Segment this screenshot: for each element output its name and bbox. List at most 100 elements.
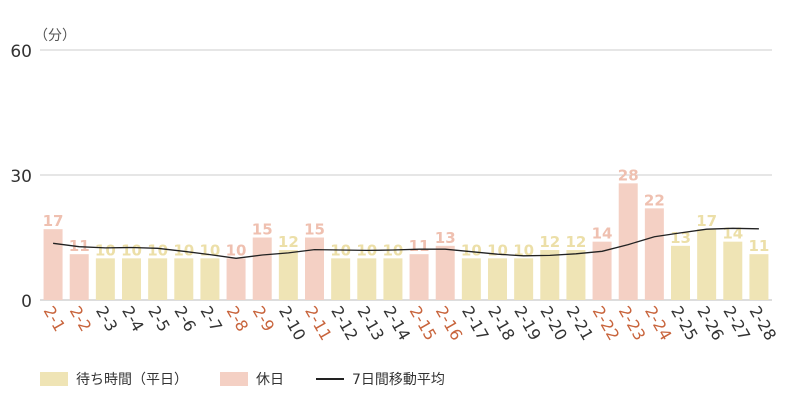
legend-swatch-moving-average bbox=[316, 378, 344, 380]
x-tick-2-10: 2-10 bbox=[275, 303, 310, 344]
bar-2-5 bbox=[148, 258, 168, 300]
y-tick-label-60: 60 bbox=[10, 42, 32, 62]
x-tick-2-16: 2-16 bbox=[432, 303, 467, 344]
value-label-2-5: 10 bbox=[147, 241, 168, 259]
value-label-2-7: 10 bbox=[199, 241, 220, 259]
x-tick-2-28: 2-28 bbox=[746, 303, 781, 344]
bar-2-26 bbox=[697, 229, 717, 300]
x-tick-2-17: 2-17 bbox=[458, 303, 493, 344]
bar-2-16 bbox=[435, 245, 455, 300]
bar-2-9 bbox=[252, 237, 272, 300]
value-label-2-24: 22 bbox=[644, 191, 665, 209]
x-tick-2-24: 2-24 bbox=[641, 303, 676, 344]
x-tick-2-22: 2-22 bbox=[589, 303, 624, 344]
value-label-2-18: 10 bbox=[487, 241, 508, 259]
y-axis: （分） 60 30 0 bbox=[10, 28, 76, 312]
bar-2-20 bbox=[540, 250, 560, 300]
moving-average-line bbox=[53, 227, 759, 259]
bar-2-15 bbox=[409, 254, 429, 300]
bar-2-13 bbox=[357, 258, 377, 300]
bar-2-19 bbox=[514, 258, 534, 300]
x-tick-2-2: 2-2 bbox=[66, 303, 96, 335]
x-tick-2-12: 2-12 bbox=[327, 303, 362, 344]
value-label-2-28: 11 bbox=[748, 237, 769, 255]
bar-2-14 bbox=[383, 258, 403, 300]
value-label-2-27: 14 bbox=[722, 225, 743, 243]
bar-2-22 bbox=[592, 241, 612, 300]
bar-2-3 bbox=[95, 258, 115, 300]
x-tick-2-23: 2-23 bbox=[615, 303, 650, 344]
value-label-2-26: 17 bbox=[696, 212, 717, 230]
bar-2-8 bbox=[226, 258, 246, 300]
value-label-2-17: 10 bbox=[461, 241, 482, 259]
value-label-2-11: 15 bbox=[304, 221, 325, 239]
moving-average-line-group bbox=[53, 227, 759, 259]
x-tick-2-4: 2-4 bbox=[118, 303, 148, 335]
x-tick-2-14: 2-14 bbox=[380, 303, 415, 344]
y-tick-label-30: 30 bbox=[10, 167, 32, 187]
value-label-2-22: 14 bbox=[592, 225, 613, 243]
bar-2-12 bbox=[331, 258, 351, 300]
bar-2-25 bbox=[671, 245, 690, 300]
bar-2-28 bbox=[749, 254, 769, 300]
legend-item-holiday: 休日 bbox=[220, 369, 284, 389]
x-tick-2-26: 2-26 bbox=[693, 303, 728, 344]
y-unit-label: （分） bbox=[34, 28, 76, 44]
legend: 待ち時間（平日） 休日 7日間移動平均 bbox=[40, 368, 477, 390]
bar-2-10 bbox=[278, 250, 298, 300]
x-tick-2-19: 2-19 bbox=[510, 303, 545, 344]
bar-2-4 bbox=[122, 258, 141, 300]
legend-swatch-holiday bbox=[220, 372, 248, 386]
x-tick-2-18: 2-18 bbox=[484, 303, 519, 344]
x-tick-2-20: 2-20 bbox=[536, 303, 571, 344]
value-label-2-6: 10 bbox=[173, 241, 194, 259]
x-tick-2-6: 2-6 bbox=[170, 303, 200, 335]
x-tick-2-7: 2-7 bbox=[197, 303, 227, 335]
x-tick-2-25: 2-25 bbox=[667, 303, 702, 344]
bars bbox=[43, 183, 769, 300]
bar-2-1 bbox=[43, 229, 63, 300]
value-label-2-20: 12 bbox=[539, 233, 560, 251]
x-tick-labels: 2-12-22-32-42-52-62-72-82-92-102-112-122… bbox=[40, 303, 780, 344]
value-label-2-23: 28 bbox=[618, 166, 639, 184]
value-label-2-16: 13 bbox=[435, 229, 456, 247]
y-tick-label-0: 0 bbox=[21, 292, 32, 312]
value-label-2-3: 10 bbox=[95, 241, 116, 259]
legend-item-moving-average: 7日間移動平均 bbox=[316, 369, 445, 389]
legend-swatch-weekday bbox=[40, 372, 68, 386]
value-label-2-4: 10 bbox=[121, 241, 142, 259]
x-tick-2-1: 2-1 bbox=[40, 303, 70, 335]
legend-item-weekday: 待ち時間（平日） bbox=[40, 369, 188, 389]
value-label-2-10: 12 bbox=[278, 233, 299, 251]
x-tick-2-9: 2-9 bbox=[249, 303, 279, 335]
bar-2-2 bbox=[69, 254, 89, 300]
x-tick-2-8: 2-8 bbox=[223, 303, 253, 335]
bar-2-6 bbox=[174, 258, 194, 300]
x-tick-2-11: 2-11 bbox=[301, 303, 336, 344]
x-tick-2-27: 2-27 bbox=[719, 303, 754, 344]
value-label-2-8: 10 bbox=[226, 241, 247, 259]
legend-label-weekday: 待ち時間（平日） bbox=[76, 372, 188, 388]
bar-2-24 bbox=[644, 208, 664, 300]
bar-2-17 bbox=[461, 258, 481, 300]
bar-2-7 bbox=[200, 258, 220, 300]
value-label-2-1: 17 bbox=[43, 212, 64, 230]
value-label-2-15: 11 bbox=[409, 237, 430, 255]
x-tick-2-21: 2-21 bbox=[563, 303, 598, 344]
bar-2-23 bbox=[618, 183, 638, 300]
x-tick-2-3: 2-3 bbox=[92, 303, 122, 335]
value-label-2-19: 10 bbox=[513, 241, 534, 259]
x-tick-2-5: 2-5 bbox=[144, 303, 174, 335]
bar-2-27 bbox=[723, 241, 743, 300]
legend-label-moving-average: 7日間移動平均 bbox=[352, 372, 445, 388]
value-label-2-21: 12 bbox=[565, 233, 586, 251]
value-label-2-9: 15 bbox=[252, 221, 273, 239]
x-tick-2-15: 2-15 bbox=[406, 303, 441, 344]
x-tick-2-13: 2-13 bbox=[353, 303, 388, 344]
legend-label-holiday: 休日 bbox=[256, 372, 284, 388]
bar-2-18 bbox=[488, 258, 507, 300]
bar-2-11 bbox=[305, 237, 324, 300]
bar-2-21 bbox=[566, 250, 586, 300]
